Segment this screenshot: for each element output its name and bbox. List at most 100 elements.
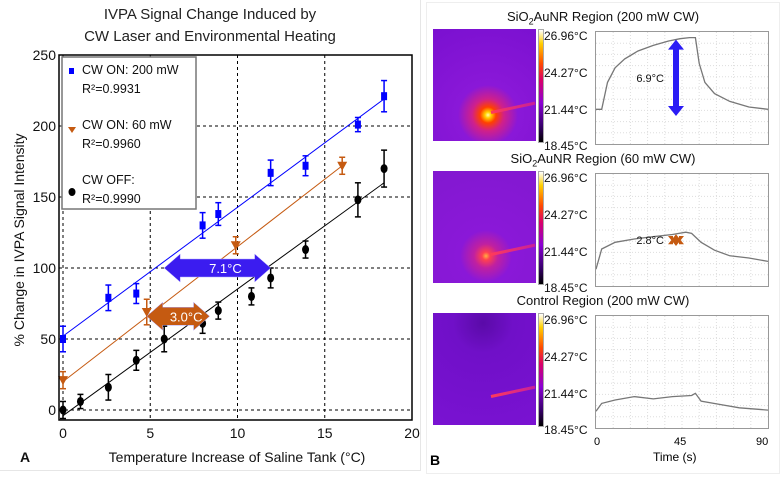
colorbar-label: 18.45°C [544, 139, 588, 153]
data-point [354, 120, 361, 129]
thermal-image [433, 313, 536, 425]
y-tick-label: 150 [33, 189, 57, 205]
colorbar [538, 171, 544, 285]
x-tick-label: 0 [59, 425, 67, 441]
row-title-pre: Control Region (200 mW CW) [516, 293, 690, 308]
data-point [160, 334, 168, 344]
y-tick-label: 50 [40, 331, 56, 347]
y-tick-label: 250 [33, 47, 57, 63]
row-title-post: AuNR Region (200 mW CW) [533, 9, 700, 24]
trace-line [596, 36, 768, 110]
delta-label: 2.8°C [636, 235, 664, 247]
legend-marker [68, 188, 76, 196]
colorbar-label: 21.44°C [544, 387, 588, 401]
colorbar [538, 313, 544, 427]
thermal-row: SiO2AuNR Region (60 mW CW) 26.96°C 24.27°C… [427, 151, 779, 295]
trace-line [596, 231, 768, 270]
data-point [302, 245, 310, 255]
row-title-post: AuNR Region (60 mW CW) [537, 151, 696, 166]
data-point [247, 291, 255, 301]
data-point [76, 396, 84, 406]
x-tick-label: 5 [146, 425, 154, 441]
trace-line [596, 392, 768, 412]
x-tick-label: 15 [317, 425, 333, 441]
thermal-row: SiO2AuNR Region (200 mW CW) 26.96°C 24.27°… [427, 9, 779, 153]
temperature-trace: 2.8°C [595, 173, 769, 287]
data-point [104, 382, 112, 392]
delta-arrow [668, 39, 684, 116]
data-point [215, 210, 222, 219]
data-point [354, 195, 362, 205]
panel-label-a: A [20, 449, 30, 465]
x-tick-label: 10 [230, 425, 246, 441]
time-tick-0: 0 [594, 436, 601, 448]
panel-b: SiO2AuNR Region (200 mW CW) 26.96°C 24.27°… [426, 2, 780, 474]
chart-title-line-2: CW Laser and Environmental Heating [84, 28, 336, 45]
data-point [230, 241, 241, 251]
plot-frame [58, 54, 413, 421]
row-title: Control Region (200 mW CW) [427, 293, 779, 308]
catheter-hotspot [490, 101, 536, 114]
data-point [381, 92, 388, 101]
colorbar-label: 24.27°C [544, 350, 588, 364]
y-axis-label: % Change in IVPA Signal Intensity [11, 134, 27, 347]
delta-label: 6.9°C [636, 73, 664, 85]
data-point [380, 164, 388, 174]
legend-label: CW ON: 200 mW [82, 63, 179, 77]
data-point [199, 221, 206, 230]
colorbar-label: 21.44°C [544, 103, 588, 117]
panel-label-b: B [430, 452, 441, 468]
double-arrow [146, 301, 210, 331]
delta-arrow [668, 234, 684, 246]
data-point [133, 289, 140, 298]
colorbar-label: 26.96°C [544, 171, 588, 185]
colorbar-label: 26.96°C [544, 313, 588, 327]
data-point [58, 376, 68, 386]
row-title-sub: 2 [528, 16, 534, 27]
catheter-hotspot [490, 385, 536, 398]
colorbar-label: 21.44°C [544, 245, 588, 259]
y-tick-label: 100 [33, 260, 57, 276]
data-point [60, 335, 66, 343]
x-axis-label: Temperature Increase of Saline Tank (°C) [109, 449, 366, 465]
data-point [105, 293, 112, 302]
row-title: SiO2AuNR Region (200 mW CW) [427, 9, 779, 27]
data-point [267, 168, 274, 177]
legend-marker [69, 68, 74, 74]
panel-a: IVPA Signal Change Induced by CW Laser a… [0, 0, 421, 471]
data-point [59, 405, 67, 415]
time-axis-label: Time (s) [653, 450, 697, 464]
double-arrow [163, 253, 272, 283]
colorbar-label: 18.45°C [544, 423, 588, 437]
row-title-pre: SiO [506, 9, 529, 24]
row-title: SiO2AuNR Region (60 mW CW) [427, 151, 779, 169]
thermal-image [433, 171, 536, 283]
colorbar-label: 18.45°C [544, 281, 588, 295]
data-point [337, 161, 348, 171]
row-title-sub: 2 [532, 158, 538, 169]
temperature-trace: 6.9°C [595, 31, 769, 145]
legend-r2: R²=0.9931 [82, 82, 141, 96]
annotation-label: 7.1°C [209, 261, 242, 276]
y-tick-label: 0 [48, 402, 56, 418]
data-point [302, 161, 309, 170]
legend-marker [68, 127, 76, 133]
colorbar-label: 24.27°C [544, 66, 588, 80]
chart-title-line-1: IVPA Signal Change Induced by [103, 6, 317, 23]
x-tick-label: 20 [404, 425, 420, 441]
data-point [214, 306, 222, 316]
legend-label: CW ON: 60 mW [82, 118, 172, 132]
colorbar-label: 24.27°C [544, 208, 588, 222]
colorbar [538, 29, 544, 143]
catheter-hotspot [490, 243, 536, 256]
legend-box [61, 56, 197, 210]
time-tick-90: 90 [756, 436, 769, 448]
thermal-image [433, 29, 536, 141]
data-points [58, 79, 388, 420]
row-title-pre: SiO [510, 151, 533, 166]
legend-r2: R²=0.9960 [82, 137, 141, 151]
annotations: 7.1°C 3.0°C [146, 253, 272, 331]
